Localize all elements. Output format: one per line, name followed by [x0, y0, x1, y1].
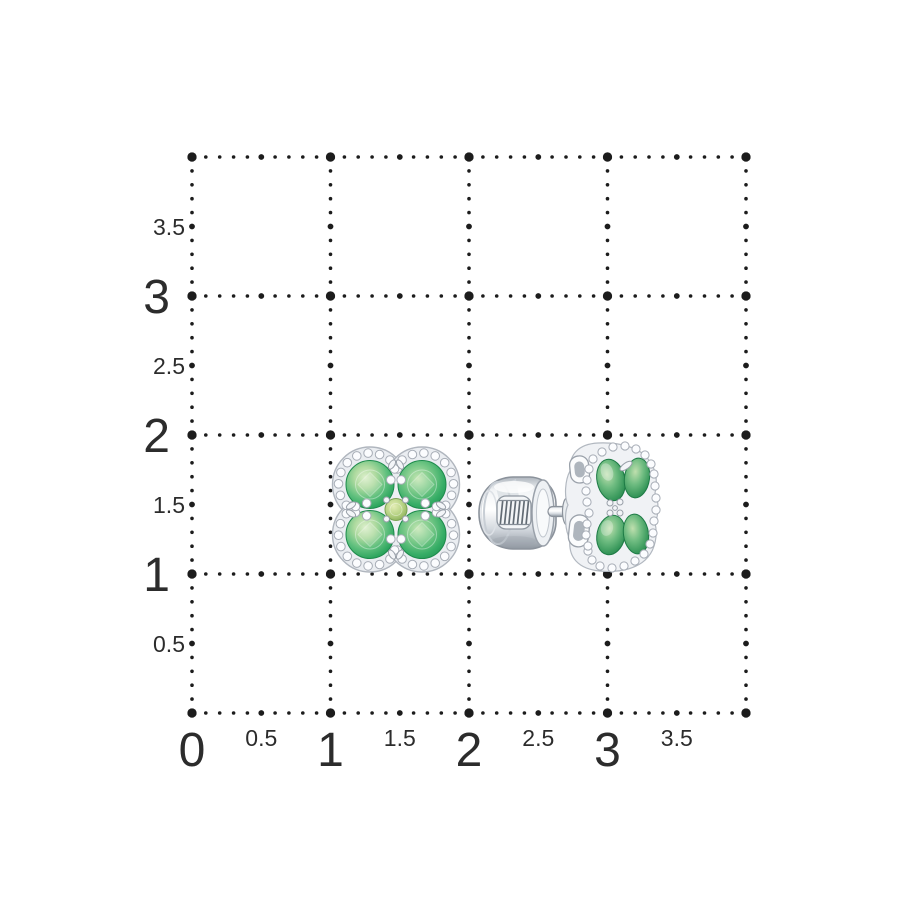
x-axis-label-1.5: 1.5 — [384, 725, 416, 751]
x-axis-label-0: 0 — [179, 724, 206, 777]
earring-head-side — [564, 441, 661, 573]
earring-front-view — [331, 446, 461, 573]
x-axis-labels: 0 0.5 1 1.5 2 2.5 3 3.5 — [179, 724, 693, 777]
y-axis-labels: 0.5 1 1.5 2 2.5 3 3.5 — [143, 214, 185, 657]
y-axis-label-1: 1 — [143, 549, 170, 602]
x-axis-label-3: 3 — [594, 724, 621, 777]
emerald-cluster-side — [596, 457, 651, 556]
x-axis-label-0.5: 0.5 — [245, 725, 277, 751]
ruler-grid-dots — [187, 152, 751, 718]
x-axis-label-2: 2 — [456, 724, 483, 777]
y-axis-label-1.5: 1.5 — [153, 492, 185, 518]
earring-side-view — [478, 441, 661, 573]
emerald-cluster — [345, 460, 447, 559]
y-axis-label-2.5: 2.5 — [153, 353, 185, 379]
prongs-side — [606, 460, 633, 517]
y-axis-label-3: 3 — [143, 271, 170, 324]
x-axis-label-1: 1 — [317, 724, 344, 777]
y-axis-label-0.5: 0.5 — [153, 631, 185, 657]
center-stone — [384, 498, 408, 521]
screw-threads — [499, 500, 530, 525]
prongs — [345, 459, 447, 560]
diamond-halo-side — [581, 441, 661, 573]
x-axis-label-3.5: 3.5 — [661, 725, 693, 751]
x-axis-label-2.5: 2.5 — [522, 725, 554, 751]
y-axis-label-3.5: 3.5 — [153, 214, 185, 240]
y-axis-label-2: 2 — [143, 410, 170, 463]
screw-back — [478, 476, 557, 550]
